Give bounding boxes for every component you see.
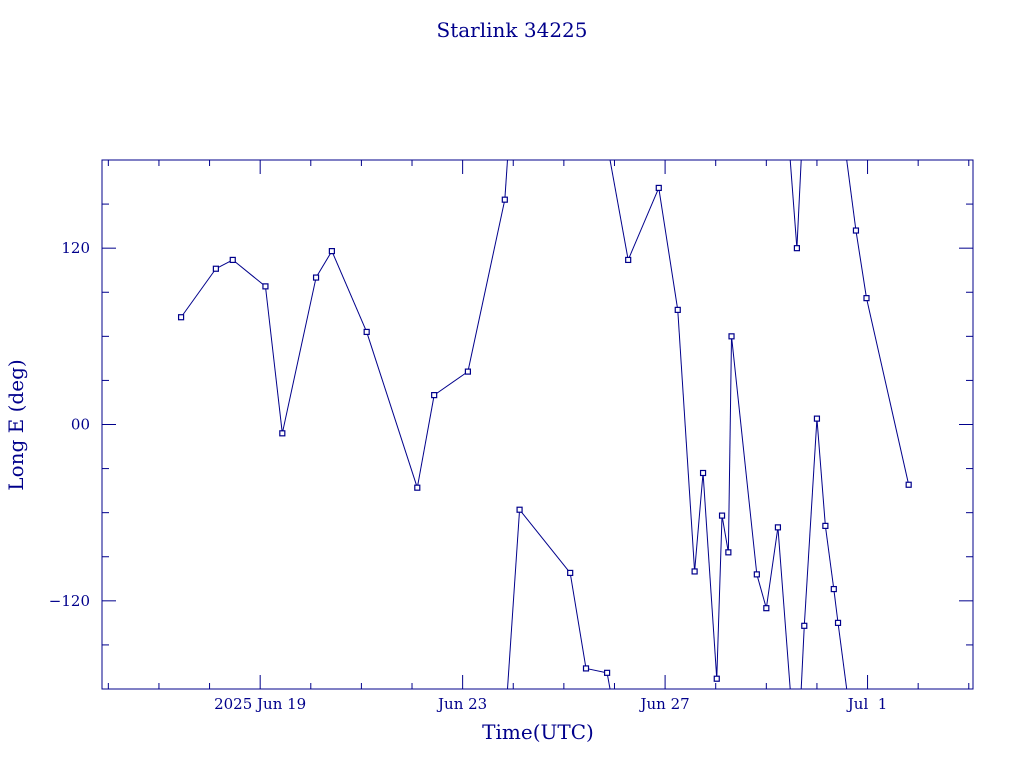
series-segment bbox=[756, 574, 767, 609]
series-segment bbox=[765, 527, 779, 609]
series-segment bbox=[846, 160, 857, 231]
data-point bbox=[414, 484, 421, 491]
series-segment bbox=[777, 527, 791, 689]
series-segment bbox=[264, 286, 283, 434]
series-segment bbox=[180, 268, 217, 318]
data-point bbox=[567, 569, 574, 577]
series-segment bbox=[721, 515, 729, 553]
series-segment bbox=[824, 525, 835, 590]
x-tick-label: 2025 Jun 19 bbox=[214, 695, 306, 713]
plot-area: 2025 Jun 19 Jun 23 Jun 27 Jul 1 120 00 −120 bbox=[49, 159, 974, 713]
x-tick-label: Jul 1 bbox=[846, 695, 888, 713]
x-tick-labels: 2025 Jun 19 Jun 23 Jun 27 Jul 1 bbox=[214, 695, 887, 713]
data-point bbox=[822, 522, 829, 529]
y-tick-label: 00 bbox=[71, 416, 90, 434]
data-point bbox=[691, 568, 698, 575]
series-segment bbox=[433, 371, 469, 396]
data-point bbox=[603, 669, 611, 676]
data-point bbox=[699, 469, 707, 477]
data-point bbox=[328, 248, 335, 255]
data-point bbox=[863, 295, 870, 302]
y-tick-labels: 120 00 −120 bbox=[49, 239, 90, 610]
series-segment bbox=[606, 672, 611, 689]
data-point bbox=[262, 283, 269, 290]
data-point bbox=[852, 227, 860, 234]
data-point bbox=[229, 256, 236, 264]
data-point bbox=[674, 306, 681, 313]
data-point bbox=[312, 274, 320, 281]
series-segment bbox=[569, 572, 587, 669]
series-segment bbox=[677, 309, 696, 572]
data-point bbox=[793, 245, 801, 252]
series-segment bbox=[803, 418, 818, 626]
series-longitude bbox=[177, 160, 912, 689]
x-axis-title: Time(UTC) bbox=[482, 720, 594, 744]
series-segment bbox=[315, 250, 333, 278]
series-segment bbox=[658, 187, 679, 310]
data-point bbox=[625, 256, 632, 264]
data-point bbox=[725, 549, 732, 556]
series-segment bbox=[816, 418, 826, 526]
data-point bbox=[763, 605, 770, 612]
data-point bbox=[363, 328, 370, 336]
data-point bbox=[431, 392, 438, 399]
data-point bbox=[728, 333, 735, 340]
series-segment bbox=[281, 277, 317, 434]
data-point bbox=[279, 430, 286, 437]
data-point bbox=[516, 506, 523, 513]
series-segment bbox=[609, 160, 629, 261]
x-minor-ticks bbox=[107, 160, 970, 689]
series-segment bbox=[855, 230, 867, 299]
series-segment bbox=[731, 336, 758, 575]
series-segment bbox=[504, 160, 508, 200]
y-axis-title: Long E (deg) bbox=[4, 359, 28, 490]
series-segment bbox=[585, 667, 608, 674]
y-minor-ticks bbox=[102, 203, 973, 646]
data-point bbox=[830, 585, 837, 593]
series-segment bbox=[716, 515, 723, 679]
data-point bbox=[464, 368, 472, 375]
data-point bbox=[718, 512, 726, 519]
series-segment bbox=[506, 509, 521, 689]
series-segment bbox=[837, 622, 848, 689]
data-point bbox=[801, 622, 808, 629]
data-point bbox=[582, 665, 590, 672]
y-tick-label: −120 bbox=[49, 592, 90, 610]
series-segment bbox=[232, 259, 266, 287]
chart-title: Starlink 34225 bbox=[437, 18, 588, 42]
data-point bbox=[905, 481, 912, 488]
data-point bbox=[177, 314, 185, 321]
data-point bbox=[774, 524, 782, 531]
data-point bbox=[501, 196, 508, 203]
series-segment bbox=[727, 336, 733, 553]
series-segment bbox=[789, 160, 798, 249]
data-point bbox=[834, 619, 842, 626]
data-point bbox=[212, 265, 219, 272]
data-point bbox=[753, 571, 760, 578]
series-segment bbox=[796, 160, 802, 249]
data-point bbox=[813, 415, 821, 422]
series-segment bbox=[866, 298, 910, 485]
series-lines bbox=[180, 160, 910, 689]
series-segment bbox=[366, 331, 418, 488]
data-point bbox=[713, 675, 720, 682]
series-segment bbox=[467, 199, 506, 372]
series-segment bbox=[416, 395, 435, 488]
data-point bbox=[655, 184, 662, 192]
series-segment bbox=[627, 187, 660, 261]
series-segment bbox=[702, 472, 718, 679]
series-segment bbox=[694, 472, 704, 572]
series-segment bbox=[833, 589, 839, 623]
x-tick-label: Jun 23 bbox=[436, 695, 487, 713]
series-segment bbox=[800, 625, 805, 689]
plot-frame bbox=[101, 159, 974, 690]
y-tick-label: 120 bbox=[61, 239, 90, 257]
series-segment bbox=[331, 250, 368, 333]
x-tick-label: Jun 27 bbox=[638, 695, 689, 713]
series-segment bbox=[519, 509, 571, 574]
